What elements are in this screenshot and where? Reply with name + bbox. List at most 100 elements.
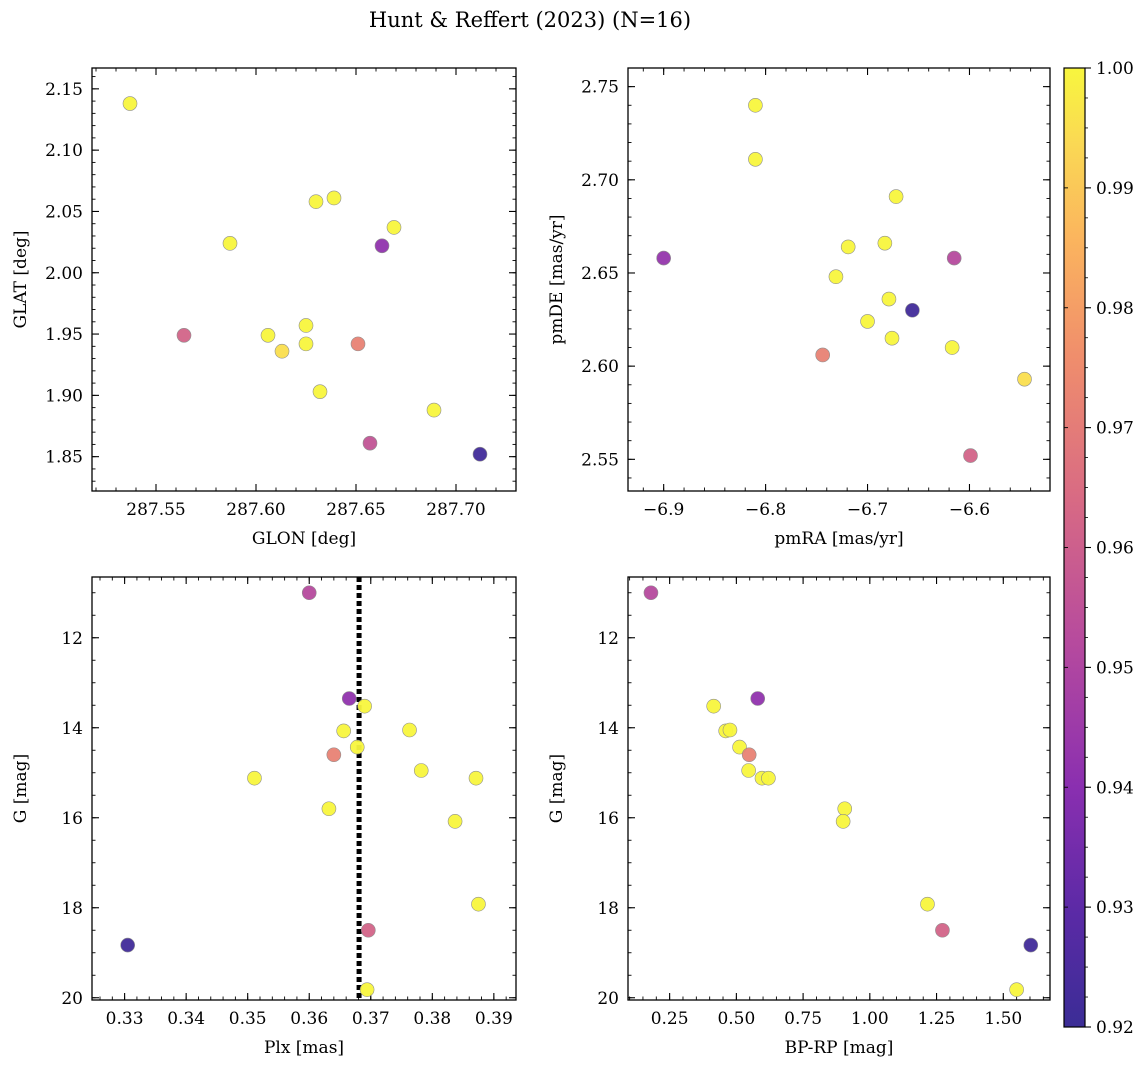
scatter-point [732, 739, 747, 755]
scatter-point [361, 922, 376, 938]
panel-glon-glat: 287.55 287.60 287.65 287.70 1.85 1.90 1.95 2.00… [11, 67, 517, 549]
x-axis-label-plx-g: Plx [mas] [264, 1038, 344, 1058]
y-tick-label: 2.15 [45, 80, 83, 100]
scatter-point [815, 347, 830, 363]
scatter-point [840, 239, 856, 255]
panels: 287.55 287.60 287.65 287.70 1.85 1.90 1.95 2.00… [11, 67, 1051, 1058]
y-tick-label: 2.55 [581, 450, 619, 470]
x-tick-label: 1.00 [851, 1009, 889, 1029]
scatter-point [750, 691, 766, 706]
y-tick-label: 2.60 [581, 357, 619, 377]
y-tick-label: 14 [597, 719, 619, 739]
scatter-point [402, 722, 417, 738]
scatter-point [1017, 371, 1032, 387]
points-bprp-g [643, 585, 1039, 997]
scatter-point [877, 235, 893, 251]
scatter-point [888, 189, 904, 204]
scatter-point [468, 770, 484, 786]
x-tick-label: −6.9 [643, 500, 684, 520]
y-axis-label-plx-g: G [mag] [11, 754, 31, 823]
y-tick-label: 20 [597, 989, 619, 1009]
scatter-point [349, 739, 365, 755]
x-tick-label: 287.60 [226, 500, 285, 520]
scatter-point [761, 770, 776, 786]
x-tick-label: 0.39 [475, 1009, 513, 1029]
scatter-point [471, 896, 486, 912]
colorbar-tick-label: 0.93 [1096, 898, 1134, 918]
x-axis-label-pmra-pmde: pmRA [mas/yr] [774, 529, 903, 549]
colorbar-tick-label: 0.96 [1096, 539, 1134, 559]
axes-frame-bprp-g [627, 576, 1051, 1001]
scatter-point [350, 336, 366, 352]
x-tick-label: 1.50 [984, 1009, 1022, 1029]
scatter-point [1023, 937, 1039, 953]
colorbar: 0.92 0.93 0.94 0.95 0.96 0.97 0.98 0.99 1.00 [1063, 59, 1134, 1038]
scatter-point [884, 330, 900, 346]
scatter-point [741, 763, 756, 778]
scatter-point [362, 435, 378, 451]
x-tick-label: 0.36 [290, 1009, 328, 1029]
scatter-point [326, 747, 342, 763]
scatter-point [222, 236, 238, 251]
scatter-point [301, 585, 317, 601]
x-tick-label: 287.65 [326, 500, 385, 520]
scatter-point [935, 922, 950, 938]
scatter-point [881, 291, 897, 307]
points-glon-glat [122, 96, 488, 462]
panel-plx-g: 0.33 0.34 0.35 0.36 0.37 0.38 0.39 12 14 16 18 20 Pl… [11, 576, 517, 1058]
y-tick-label: 18 [61, 899, 83, 919]
scatter-point [357, 698, 372, 714]
x-tick-label: 0.25 [651, 1009, 689, 1029]
scatter-point [341, 691, 357, 706]
scatter-point [247, 770, 262, 786]
y-tick-label: 1.90 [45, 386, 83, 406]
x-tick-label: 1.25 [918, 1009, 956, 1029]
x-tick-label: 287.70 [426, 500, 485, 520]
scatter-point [656, 250, 671, 266]
scatter-point [374, 238, 390, 254]
scatter-point [359, 982, 375, 997]
scatter-point [706, 698, 721, 714]
scatter-point [274, 343, 290, 359]
x-tick-label: 0.33 [106, 1009, 144, 1029]
y-tick-label: 16 [597, 809, 619, 829]
y-tick-label: 2.70 [581, 171, 619, 191]
y-tick-label: 14 [61, 719, 83, 739]
scatter-point [722, 722, 738, 738]
figure-title: Hunt & Reffert (2023) (N=16) [369, 8, 691, 32]
x-tick-label: −6.8 [745, 500, 786, 520]
colorbar-tick-label: 0.95 [1096, 658, 1134, 678]
points-plx-g [120, 577, 486, 1000]
y-tick-label: 2.10 [45, 141, 83, 161]
scatter-point [336, 723, 351, 739]
colorbar-tick-label: 0.99 [1096, 179, 1134, 199]
y-tick-label: 18 [597, 899, 619, 919]
scatter-point [426, 402, 442, 418]
colorbar-tick-label: 1.00 [1096, 59, 1134, 79]
scatter-point [321, 801, 337, 817]
scatter-point [835, 814, 851, 829]
x-tick-label: 0.75 [784, 1009, 822, 1029]
scatter-point [308, 194, 324, 209]
scatter-point [920, 896, 935, 912]
colorbar-tick-label: 0.94 [1096, 778, 1134, 798]
scatter-point [1009, 982, 1024, 997]
points-pmra-pmde [656, 97, 1032, 463]
x-tick-label: 0.37 [352, 1009, 390, 1029]
scatter-point [472, 446, 488, 462]
scatter-point [963, 448, 978, 463]
panel-pmra-pmde: −6.9 −6.8 −6.7 −6.6 2.55 2.60 2.65 2.70 2.75 pmRA… [547, 67, 1051, 549]
scatter-point [386, 220, 402, 235]
y-tick-label: 16 [61, 809, 83, 829]
scatter-point [326, 190, 342, 206]
x-tick-label: 0.38 [413, 1009, 451, 1029]
scatter-point [837, 801, 853, 817]
colorbar-tick-label: 0.98 [1096, 299, 1134, 319]
y-tick-label: 2.75 [581, 78, 619, 98]
scatter-point [176, 327, 192, 343]
y-tick-label: 1.85 [45, 448, 83, 468]
scatter-point [748, 97, 763, 113]
scatter-point [298, 336, 314, 352]
scatter-point [120, 937, 135, 953]
